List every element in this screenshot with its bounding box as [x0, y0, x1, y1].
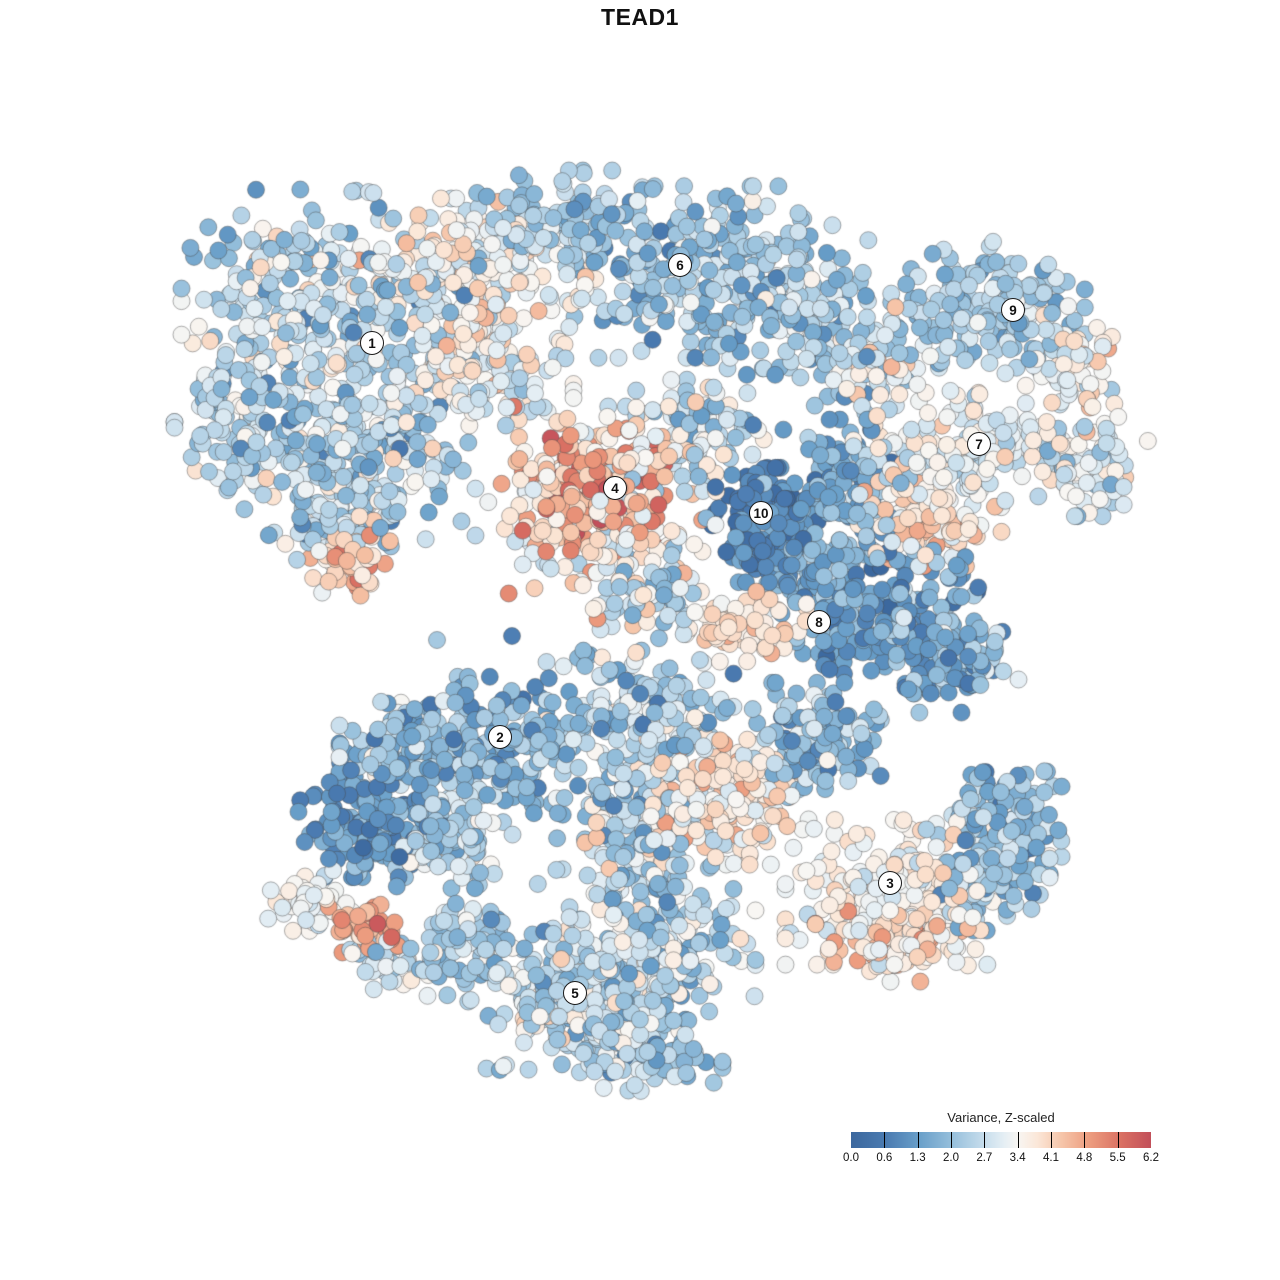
colorbar-tick-mark [984, 1132, 986, 1148]
colorbar-tick-mark [1084, 1132, 1086, 1148]
colorbar-tick-label: 0.6 [876, 1152, 893, 1164]
colorbar-tick-label: 2.7 [976, 1152, 993, 1164]
colorbar-legend: Variance, Z-scaled 0.0 0.6 1.3 2.0 2.7 3.4 4.1… [843, 1110, 1159, 1164]
colorbar-tick-mark [917, 1132, 919, 1148]
cluster-label-10: 10 [749, 501, 773, 525]
cluster-label-6: 6 [668, 253, 692, 277]
colorbar-tick-label: 2.0 [943, 1152, 959, 1164]
colorbar-title: Variance, Z-scaled [947, 1110, 1055, 1125]
cluster-label-2: 2 [488, 725, 512, 749]
colorbar-tick-labels: 0.0 0.6 1.3 2.0 2.7 3.4 4.1 4.8 5.5 6.2 [843, 1148, 1159, 1164]
colorbar-tick-label: 5.5 [1109, 1152, 1126, 1164]
cluster-label-7: 7 [967, 432, 991, 456]
colorbar-tick-mark [884, 1132, 886, 1148]
colorbar-tick-mark [951, 1132, 952, 1148]
cluster-label-5: 5 [563, 981, 587, 1005]
colorbar-tick-mark [1017, 1132, 1019, 1148]
colorbar-tick-label: 4.1 [1043, 1152, 1059, 1164]
cluster-label-8: 8 [807, 610, 831, 634]
colorbar-tick-label: 4.8 [1076, 1152, 1093, 1164]
colorbar-tick-label: 0.0 [843, 1152, 859, 1164]
cluster-label-3: 3 [878, 871, 902, 895]
cluster-label-1: 1 [360, 331, 384, 355]
colorbar-tick-label: 3.4 [1009, 1152, 1026, 1164]
cluster-label-4: 4 [603, 476, 627, 500]
colorbar-tick-label: 1.3 [909, 1152, 926, 1164]
cluster-label-9: 9 [1001, 298, 1025, 322]
colorbar [851, 1132, 1151, 1148]
colorbar-tick-label: 6.2 [1143, 1152, 1159, 1164]
colorbar-tick-mark [1051, 1132, 1052, 1148]
colorbar-tick-mark [1117, 1132, 1119, 1148]
